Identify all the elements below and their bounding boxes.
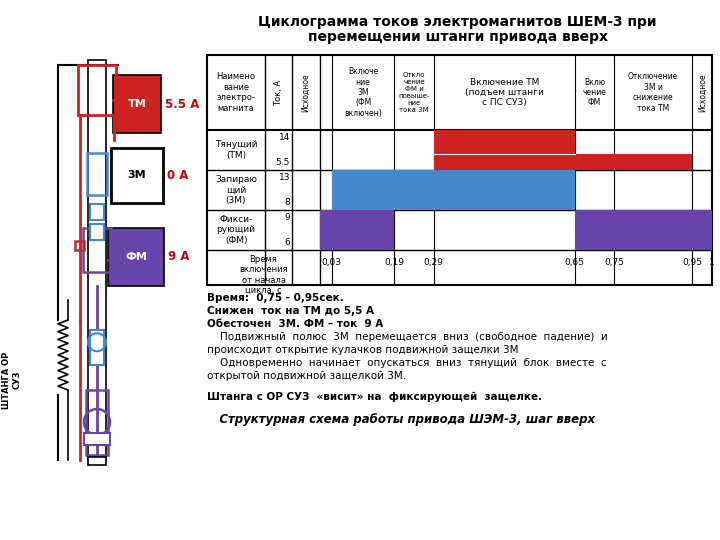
Bar [90, 330, 104, 365]
Bar [433, 154, 693, 170]
Text: 14: 14 [279, 133, 290, 142]
Text: 13: 13 [279, 173, 290, 182]
Bar [83, 228, 111, 272]
Bar [75, 241, 84, 250]
Text: Вклю
чение
ФМ: Вклю чение ФМ [582, 78, 606, 107]
Text: 9: 9 [284, 213, 290, 222]
Bar [84, 433, 110, 445]
Text: перемещении штанги привода вверх: перемещении штанги привода вверх [307, 30, 608, 44]
Text: 0,29: 0,29 [424, 258, 444, 267]
Text: Структурная схема работы привода ШЭМ-3, шаг вверх: Структурная схема работы привода ШЭМ-3, … [207, 413, 595, 426]
Bar [87, 153, 107, 195]
Text: Фикси-
рующий
(ФМ): Фикси- рующий (ФМ) [217, 215, 256, 245]
Text: 0,03: 0,03 [322, 258, 342, 267]
Text: Отключение
3М и
снижение
тока ТМ: Отключение 3М и снижение тока ТМ [628, 72, 678, 113]
Text: Откло
чение
ФМ и
повыше-
ние
тока 3М: Откло чение ФМ и повыше- ние тока 3М [398, 72, 430, 113]
Bar [111, 148, 163, 203]
Bar [113, 75, 161, 133]
Text: 6: 6 [284, 238, 290, 247]
Text: Время
включения
от начала
цикла, с: Время включения от начала цикла, с [239, 255, 288, 295]
Text: 3М: 3М [127, 171, 146, 180]
Text: Включе
ние
3М
(ФМ
включен): Включе ние 3М (ФМ включен) [344, 67, 382, 118]
Bar [433, 130, 575, 170]
Text: происходит открытие кулачков подвижной защелки 3М: происходит открытие кулачков подвижной з… [207, 345, 518, 355]
Text: Подвижный  полюс  3М  перемещается  вниз  (свободное  падение)  и: Подвижный полюс 3М перемещается вниз (св… [207, 332, 608, 342]
Text: Время:  0,75 - 0,95сек.: Время: 0,75 - 0,95сек. [207, 293, 343, 303]
Text: 0,95: 0,95 [683, 258, 703, 267]
Text: 1: 1 [709, 258, 715, 267]
Bar [320, 210, 395, 250]
Text: 0,19: 0,19 [384, 258, 405, 267]
Bar [207, 55, 712, 285]
Text: Исходное: Исходное [698, 73, 707, 112]
Text: ФМ: ФМ [125, 252, 147, 262]
Text: Одновременно  начинает  опускаться  вниз  тянущий  блок  вместе  с: Одновременно начинает опускаться вниз тя… [207, 358, 607, 368]
Text: 5.5: 5.5 [276, 158, 290, 167]
Text: Ток, А: Ток, А [274, 79, 283, 106]
Text: ШТАНГА ОР
СУЗ: ШТАНГА ОР СУЗ [2, 352, 22, 409]
Text: Исходное: Исходное [302, 73, 310, 112]
Text: Циклограмма токов электромагнитов ШЕМ-3 при: Циклограмма токов электромагнитов ШЕМ-3 … [258, 15, 657, 29]
Bar [108, 228, 164, 286]
Text: Включение ТМ
(подъем штанги
с ПС СУЗ): Включение ТМ (подъем штанги с ПС СУЗ) [465, 78, 544, 107]
Bar [90, 224, 104, 240]
Bar [86, 390, 108, 455]
Bar [575, 210, 712, 250]
Text: Запираю
щий
(3М): Запираю щий (3М) [215, 175, 257, 205]
Text: 8: 8 [284, 198, 290, 207]
Bar [78, 65, 116, 115]
Text: 9 А: 9 А [168, 251, 189, 264]
Text: 0,65: 0,65 [564, 258, 585, 267]
Text: Снижен  ток на ТМ до 5,5 А: Снижен ток на ТМ до 5,5 А [207, 306, 374, 316]
Bar [332, 170, 575, 210]
Text: 5.5 А: 5.5 А [165, 98, 199, 111]
Text: 0 А: 0 А [167, 169, 189, 182]
Bar [88, 60, 106, 460]
Text: Тянущий
(ТМ): Тянущий (ТМ) [215, 140, 257, 160]
Bar [90, 204, 104, 220]
Bar [88, 457, 106, 465]
Text: открытой подвижной защелкой 3М.: открытой подвижной защелкой 3М. [207, 371, 406, 381]
Text: Наимено
вание
электро-
магнита: Наимено вание электро- магнита [217, 72, 256, 113]
Text: ТМ: ТМ [127, 99, 146, 109]
Text: 0,75: 0,75 [604, 258, 624, 267]
Text: Штанга с ОР СУЗ  «висит» на  фиксирующей  защелке.: Штанга с ОР СУЗ «висит» на фиксирующей з… [207, 392, 542, 402]
Text: Обесточен  3М. ФМ – ток  9 А: Обесточен 3М. ФМ – ток 9 А [207, 319, 383, 329]
